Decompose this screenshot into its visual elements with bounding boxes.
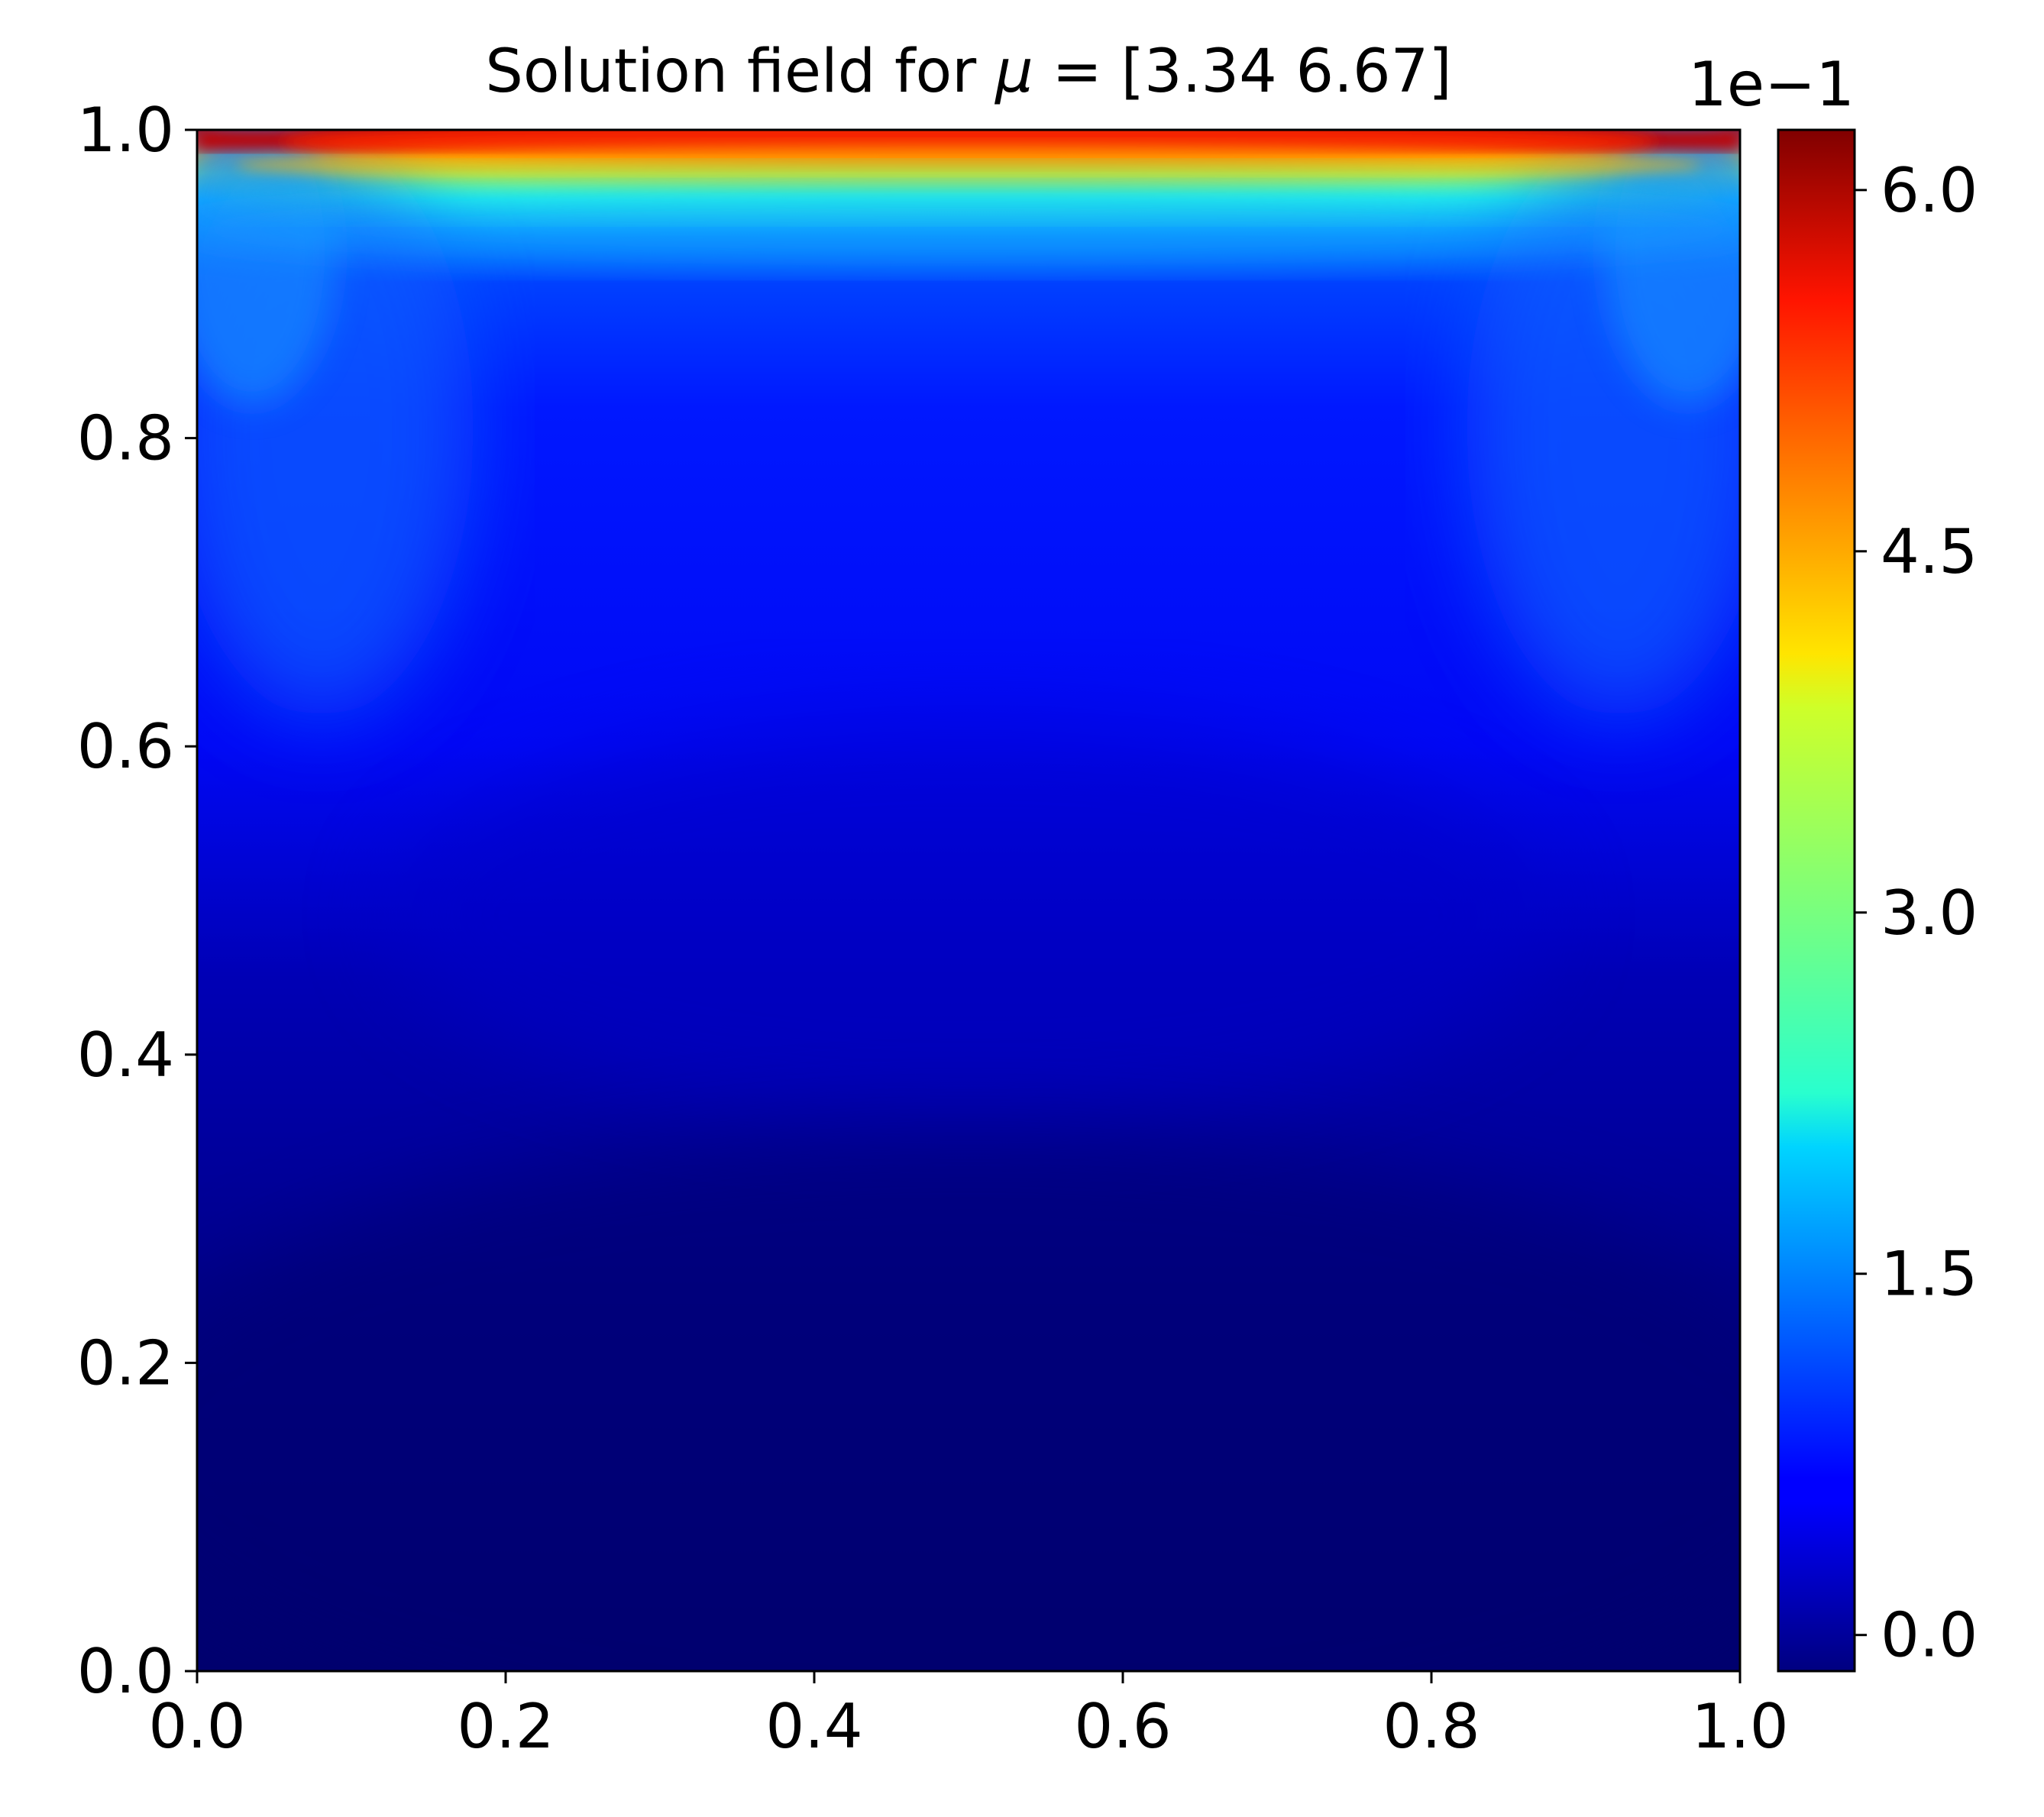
chart-title-suffix: = [3.34 6.67]: [1033, 37, 1452, 106]
x-tick-label: 0.4: [765, 1691, 862, 1762]
x-axis-ticks: 0.0 0.2 0.4 0.6 0.8 1.0: [148, 1671, 1789, 1762]
colorbar-tick-label: 0.0: [1881, 1600, 1978, 1671]
colorbar-tick-label: 6.0: [1881, 155, 1978, 226]
chart-title: Solution field for μ = [3.34 6.67]: [485, 37, 1451, 106]
x-tick-label: 0.8: [1383, 1691, 1480, 1762]
y-tick-label: 0.0: [77, 1636, 174, 1707]
colorbar-offset-text: 1e−1: [1688, 49, 1855, 120]
plot-frame: [196, 128, 1742, 1673]
colorbar-tick-label: 3.0: [1881, 878, 1978, 949]
y-tick-label: 0.8: [77, 403, 174, 474]
x-tick-label: 1.0: [1691, 1691, 1788, 1762]
x-tick-label: 0.6: [1074, 1691, 1171, 1762]
y-tick-label: 0.6: [77, 711, 174, 782]
y-tick-label: 1.0: [77, 95, 174, 166]
colorbar-tick-label: 4.5: [1881, 516, 1978, 587]
y-tick-label: 0.4: [77, 1020, 174, 1091]
y-axis-ticks: 0.0 0.2 0.4 0.6 0.8 1.0: [77, 95, 197, 1707]
x-tick-label: 0.0: [148, 1691, 245, 1762]
field-image: [197, 130, 1740, 1671]
chart-title-symbol: μ: [994, 37, 1033, 106]
chart-title-prefix: Solution field for: [485, 37, 995, 106]
colorbar-ticks: 0.0 1.5 3.0 4.5 6.0: [1855, 155, 1978, 1671]
colorbar-tick-label: 1.5: [1881, 1239, 1978, 1310]
x-tick-label: 0.2: [457, 1691, 554, 1762]
y-tick-label: 0.2: [77, 1327, 174, 1398]
colorbar: [1777, 128, 1856, 1673]
